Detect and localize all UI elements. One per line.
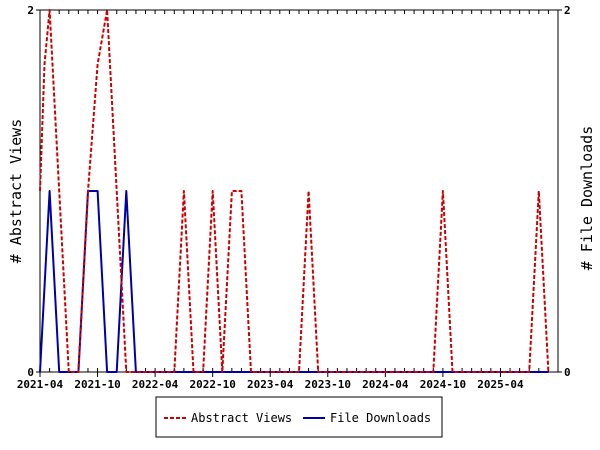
y-left-tick-label: 2 [27,4,34,17]
x-tick-label: 2022-04 [132,378,179,391]
legend-label-file-downloads: File Downloads [330,411,431,425]
x-tick-label: 2021-10 [74,378,120,391]
x-tick-label: 2022-10 [189,378,235,391]
x-tick-label: 2024-10 [420,378,466,391]
y-right-tick-label: 0 [564,366,571,379]
series-layer [39,9,550,373]
series-line-abstract-views [39,9,550,373]
x-axis-ticks: 2021-04 2021-10 2022-04 2022-10 2023-04 2023-… [17,10,559,391]
x-tick-label: 2023-10 [305,378,351,391]
y-axis-ticks: 0 2 0 2 [27,4,570,379]
x-tick-label: 2023-04 [247,378,294,391]
x-tick-label: 2021-04 [17,378,64,391]
y-left-axis-title: # Abstract Views [7,119,25,264]
legend-box [155,396,443,438]
y-right-tick-label: 2 [564,4,571,17]
y-left-tick-label: 0 [27,366,34,379]
x-tick-label: 2025-04 [477,378,524,391]
y-right-axis-title: # File Downloads [578,126,596,271]
legend-label-abstract-views: Abstract Views [191,411,292,425]
x-tick-label: 2024-04 [362,378,409,391]
legend: Abstract Views File Downloads [155,396,443,438]
